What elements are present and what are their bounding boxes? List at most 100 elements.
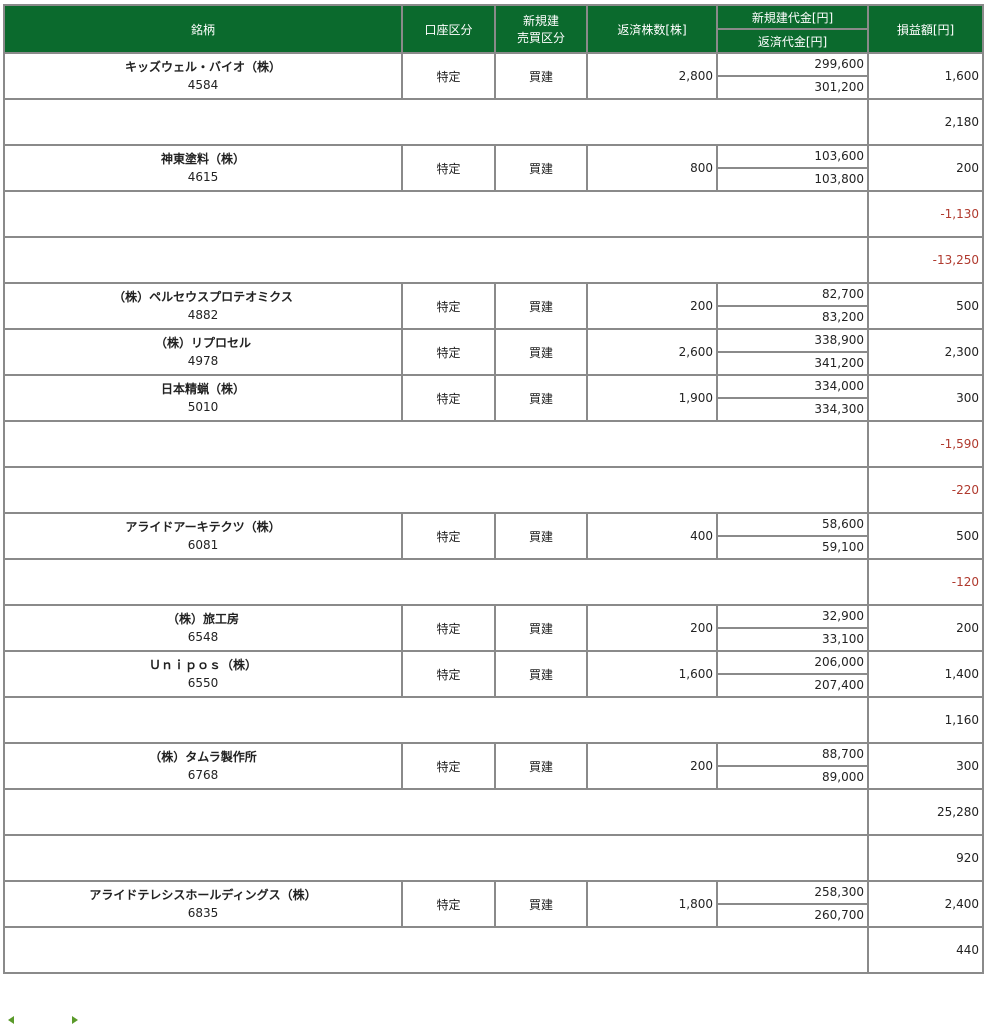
close-amount: 260,700 (814, 908, 864, 922)
open-amount: 82,700 (718, 284, 867, 307)
header-pl: 損益額[円] (867, 4, 984, 54)
stock-code: 6768 (187, 768, 219, 782)
redacted-cell (3, 788, 869, 836)
qty-value: 1,800 (586, 880, 718, 928)
pl-value: 500 (867, 512, 984, 560)
next-arrow-icon[interactable] (72, 1016, 78, 1024)
stock-name: （株）旅工房 (166, 612, 239, 626)
table-row: アライドアーキテクツ（株） 6081 特定 買建 400 58,600 59,100… (3, 512, 984, 560)
stock-name-cell: （株）旅工房 6548 (3, 604, 403, 652)
close-amount: 59,100 (822, 540, 864, 554)
stock-code: 4615 (187, 170, 219, 184)
amount-cell: 338,900 341,200 (716, 328, 869, 376)
table-row: （株）旅工房 6548 特定 買建 200 32,900 33,100 200 (3, 604, 984, 652)
table-row: 440 (3, 926, 984, 974)
trade-type: 買建 (494, 328, 588, 376)
close-amount: 83,200 (822, 310, 864, 324)
trade-type: 買建 (494, 880, 588, 928)
stock-code: 6550 (187, 676, 219, 690)
account-type: 特定 (401, 604, 496, 652)
amount-cell: 32,900 33,100 (716, 604, 869, 652)
trade-type: 買建 (494, 604, 588, 652)
close-amount: 207,400 (814, 678, 864, 692)
stock-name-cell: 神東塗料（株） 4615 (3, 144, 403, 192)
open-amount: 103,600 (718, 146, 867, 169)
header-close-amount: 返済代金[円] (716, 28, 869, 54)
qty-value: 200 (586, 282, 718, 330)
stock-name-cell: 日本精蝋（株） 5010 (3, 374, 403, 422)
qty-value: 1,600 (586, 650, 718, 698)
stock-code: 4978 (187, 354, 219, 368)
header-trade-type: 新規建 売買区分 (494, 4, 588, 54)
trade-type: 買建 (494, 282, 588, 330)
close-amount: 301,200 (814, 80, 864, 94)
qty-value: 2,600 (586, 328, 718, 376)
table-row: （株）ペルセウスプロテオミクス 4882 特定 買建 200 82,700 83,2… (3, 282, 984, 330)
redacted-cell (3, 420, 869, 468)
pl-value: -13,250 (867, 236, 984, 284)
amount-cell: 334,000 334,300 (716, 374, 869, 422)
stock-name: Ｕｎｉｐｏｓ（株） (148, 658, 257, 672)
redacted-cell (3, 558, 869, 606)
amount-cell: 58,600 59,100 (716, 512, 869, 560)
amount-cell: 258,300 260,700 (716, 880, 869, 928)
redacted-cell (3, 696, 869, 744)
pl-value: 25,280 (867, 788, 984, 836)
open-amount: 88,700 (718, 744, 867, 767)
stock-name: （株）タムラ製作所 (149, 750, 257, 764)
trade-type: 買建 (494, 512, 588, 560)
table-row: 1,160 (3, 696, 984, 744)
trade-type: 買建 (494, 374, 588, 422)
amount-cell: 82,700 83,200 (716, 282, 869, 330)
pl-value: 1,160 (867, 696, 984, 744)
pl-value: 300 (867, 742, 984, 790)
stock-code: 6835 (187, 906, 219, 920)
stock-name-cell: （株）タムラ製作所 6768 (3, 742, 403, 790)
pl-value: -220 (867, 466, 984, 514)
stock-name: （株）リプロセル (154, 336, 251, 350)
table-row: -1,590 (3, 420, 984, 468)
open-amount: 258,300 (718, 882, 867, 905)
account-type: 特定 (401, 880, 496, 928)
close-amount: 334,300 (814, 402, 864, 416)
qty-value: 800 (586, 144, 718, 192)
open-amount: 32,900 (718, 606, 867, 629)
qty-value: 200 (586, 604, 718, 652)
qty-value: 2,800 (586, 52, 718, 100)
header-account: 口座区分 (401, 4, 496, 54)
stock-code: 4882 (187, 308, 219, 322)
stock-code: 6081 (187, 538, 219, 552)
pl-value: -120 (867, 558, 984, 606)
header-qty: 返済株数[株] (586, 4, 718, 54)
table-row: -220 (3, 466, 984, 514)
stock-name-cell: Ｕｎｉｐｏｓ（株） 6550 (3, 650, 403, 698)
account-type: 特定 (401, 742, 496, 790)
pl-value: 2,400 (867, 880, 984, 928)
pl-value: 200 (867, 604, 984, 652)
pl-value: 500 (867, 282, 984, 330)
table-row: 920 (3, 834, 984, 882)
table-row: 日本精蝋（株） 5010 特定 買建 1,900 334,000 334,300 3… (3, 374, 984, 422)
pl-value: 200 (867, 144, 984, 192)
pl-value: 440 (867, 926, 984, 974)
redacted-cell (3, 926, 869, 974)
trade-type: 買建 (494, 742, 588, 790)
close-amount: 341,200 (814, 356, 864, 370)
stock-name: 神東塗料（株） (160, 152, 245, 166)
stock-name: キッズウェル・バイオ（株） (124, 60, 281, 74)
table-row: Ｕｎｉｐｏｓ（株） 6550 特定 買建 1,600 206,000 207,400… (3, 650, 984, 698)
account-type: 特定 (401, 52, 496, 100)
table-row: 2,180 (3, 98, 984, 146)
pl-value: 1,600 (867, 52, 984, 100)
qty-value: 1,900 (586, 374, 718, 422)
account-type: 特定 (401, 144, 496, 192)
prev-arrow-icon[interactable] (8, 1016, 14, 1024)
account-type: 特定 (401, 282, 496, 330)
open-amount: 338,900 (718, 330, 867, 353)
table-row: キッズウェル・バイオ（株） 4584 特定 買建 2,800 299,600 301… (3, 52, 984, 100)
table-row: （株）タムラ製作所 6768 特定 買建 200 88,700 89,000 300 (3, 742, 984, 790)
open-amount: 206,000 (718, 652, 867, 675)
stock-code: 6548 (187, 630, 219, 644)
open-amount: 58,600 (718, 514, 867, 537)
trade-type: 買建 (494, 52, 588, 100)
